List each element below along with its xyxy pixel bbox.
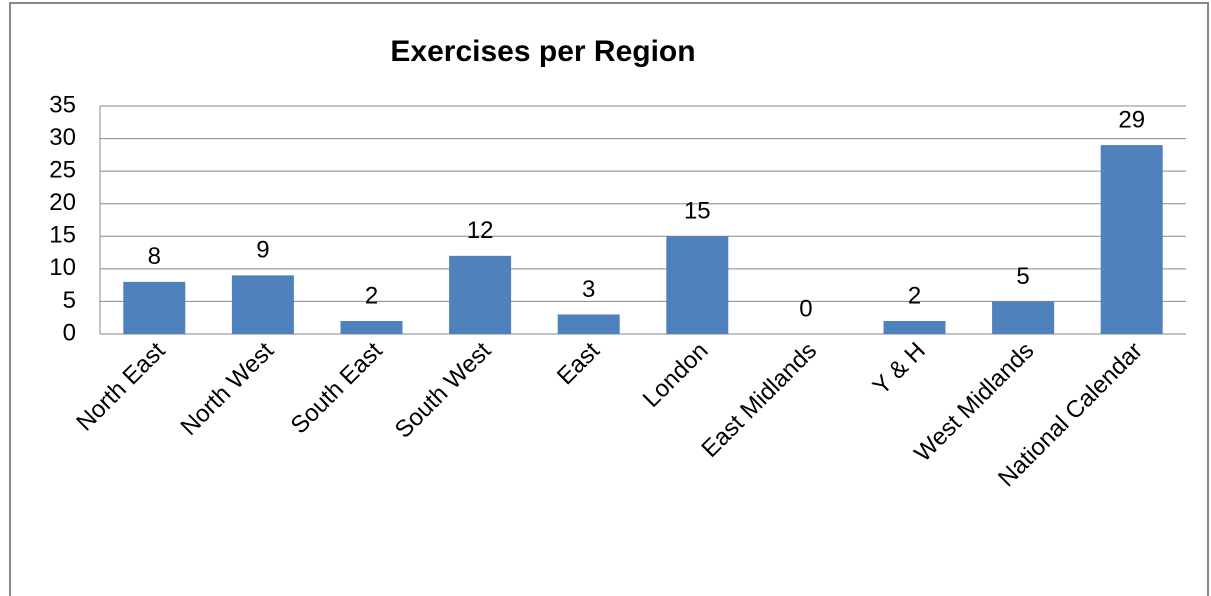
bar: [449, 255, 512, 334]
y-tick-label: 0: [63, 319, 76, 346]
data-label: 0: [799, 295, 812, 322]
y-tick-label: 10: [49, 254, 76, 281]
bar: [123, 281, 186, 334]
bar: [557, 314, 620, 334]
bar: [883, 320, 946, 334]
chart-title: Exercises per Region: [390, 35, 695, 68]
data-label: 15: [684, 198, 711, 225]
bar: [1100, 145, 1163, 334]
data-label: 8: [148, 243, 161, 270]
data-label: 9: [256, 237, 269, 264]
bar: [666, 236, 729, 334]
data-label: 2: [908, 282, 921, 309]
bar: [231, 275, 294, 334]
y-tick-label: 15: [49, 222, 76, 249]
bar: [340, 320, 403, 334]
data-label: 12: [467, 217, 494, 244]
data-label: 3: [582, 276, 595, 303]
y-tick-label: 5: [63, 287, 76, 314]
y-tick-label: 35: [49, 91, 76, 118]
data-label: 29: [1118, 106, 1145, 133]
y-tick-label: 20: [49, 189, 76, 216]
chart-frame: [9, 2, 1209, 596]
y-tick-label: 30: [49, 124, 76, 151]
data-label: 5: [1016, 263, 1029, 290]
y-tick-label: 25: [49, 156, 76, 183]
bar: [992, 301, 1055, 334]
data-label: 2: [365, 282, 378, 309]
